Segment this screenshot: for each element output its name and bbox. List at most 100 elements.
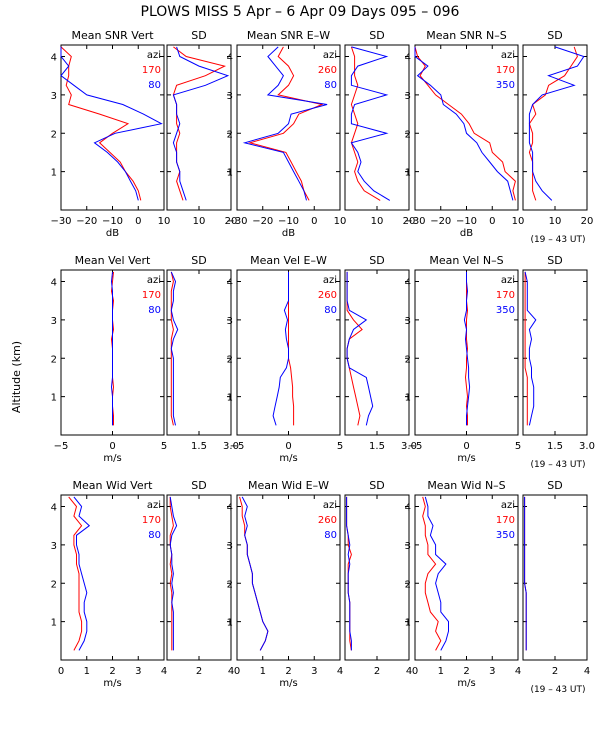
legend-heading: azi [323, 275, 337, 286]
series-line-blue-80 [73, 496, 91, 651]
x-axis-label: m/s [103, 453, 121, 464]
x-tick-label: 2 [374, 666, 380, 677]
x-tick-label: 5 [161, 441, 167, 452]
x-axis-label: m/s [457, 453, 475, 464]
y-tick-label: 3 [405, 91, 411, 102]
x-tick-label: 4 [337, 666, 343, 677]
series-line-blue-80 [170, 271, 179, 426]
x-tick-label: 1 [438, 666, 444, 677]
figure-title: PLOWS MISS 5 Apr – 6 Apr 09 Days 095 – 0… [141, 4, 460, 20]
series-line-blue-350 [528, 46, 585, 201]
y-tick-label: 1 [227, 168, 233, 179]
legend-entry-blue: 80 [324, 305, 337, 316]
x-tick-label: −20 [76, 216, 97, 227]
x-tick-label: 3 [489, 666, 495, 677]
y-tick-label: 4 [227, 278, 233, 289]
x-tick-label: 10 [334, 216, 347, 227]
x-tick-label: 10 [512, 216, 525, 227]
panel-snr-6: SD 10 20 [522, 29, 594, 227]
series-line-red-260 [346, 271, 363, 426]
x-tick-label: 4 [584, 666, 590, 677]
x-tick-label: 10 [371, 216, 384, 227]
y-axis-label: Altitude (km) [10, 341, 23, 413]
plot-frame [166, 269, 232, 436]
series-line-blue-80 [242, 46, 328, 201]
y-tick-label: 1 [405, 618, 411, 629]
panel-snr-5: Mean SNR N–S 1 2 3 4 −30 −20 −10 0 10 dB azi 170 350 [404, 29, 524, 239]
series-line-red-170 [528, 46, 578, 201]
series-line-red-170 [172, 46, 227, 201]
series-line-blue-80 [169, 496, 178, 651]
plot-frame [166, 494, 232, 661]
series-line-blue-350 [524, 496, 527, 651]
series-line-red-260 [239, 496, 269, 651]
legend-heading: azi [147, 500, 161, 511]
panel-snr-3: Mean SNR E–W 1 2 3 4 −30 −20 −10 0 10 dB azi 260 80 [226, 29, 346, 239]
plot-frame [522, 494, 588, 661]
x-tick-label: 4 [161, 666, 167, 677]
panel-vel-3: Mean Vel E–W 1 2 3 4 −5 0 5 m/s azi 260 80 [227, 254, 344, 464]
x-axis-label: dB [282, 228, 295, 239]
y-tick-label: 3 [405, 316, 411, 327]
legend-entry-blue: 80 [148, 80, 161, 91]
legend-heading: azi [323, 500, 337, 511]
series-line-blue-350 [524, 271, 537, 426]
series-line-blue-80 [60, 46, 163, 201]
x-tick-label: 3.0 [579, 441, 595, 452]
series-line-blue-80 [172, 46, 230, 201]
x-tick-label: 10 [193, 216, 206, 227]
legend-heading: azi [323, 50, 337, 61]
x-tick-label: 2 [109, 666, 115, 677]
legend-heading: azi [501, 50, 515, 61]
y-tick-label: 2 [51, 354, 57, 365]
panel-title: SD [369, 479, 384, 492]
legend-entry-red: 170 [496, 65, 515, 76]
legend-heading: azi [501, 275, 515, 286]
panel-title: SD [369, 29, 384, 42]
y-tick-label: 1 [405, 168, 411, 179]
y-tick-label: 1 [51, 618, 57, 629]
x-tick-label: 0 [135, 216, 141, 227]
y-tick-label: 1 [51, 168, 57, 179]
y-tick-label: 4 [405, 278, 411, 289]
series-line-blue-80 [272, 271, 289, 426]
panel-wid-6: SD 2 4 [522, 479, 590, 677]
x-tick-label: 10 [549, 216, 562, 227]
legend-heading: azi [147, 275, 161, 286]
panel-title: SD [191, 254, 206, 267]
y-tick-label: 3 [51, 541, 57, 552]
legend-heading: azi [147, 50, 161, 61]
x-tick-label: −10 [278, 216, 299, 227]
ut-range-label: (19 – 43 UT) [530, 685, 585, 695]
x-tick-label: 0 [234, 666, 240, 677]
x-tick-label: 1.5 [369, 441, 385, 452]
series-line-blue-350 [414, 46, 514, 201]
y-tick-label: 4 [51, 278, 57, 289]
y-tick-label: 2 [227, 354, 233, 365]
x-tick-label: −5 [230, 441, 245, 452]
x-tick-label: −5 [54, 441, 69, 452]
series-line-red-260 [346, 496, 352, 651]
series-line-blue-80 [110, 271, 113, 426]
x-tick-label: 20 [581, 216, 594, 227]
panel-wid-1: Mean Wid Vert 1 2 3 4 0 1 2 3 4 m/s azi 170 80 [51, 479, 168, 689]
panel-title: SD [547, 479, 562, 492]
panel-title: Mean SNR E–W [247, 29, 330, 42]
y-tick-label: 3 [227, 316, 233, 327]
panel-vel-6: SD 1.5 3.0 [522, 254, 595, 452]
series-line-blue-350 [424, 496, 449, 651]
legend-entry-blue: 350 [496, 305, 515, 316]
x-tick-label: 0 [311, 216, 317, 227]
x-tick-label: −30 [226, 216, 247, 227]
x-tick-label: 4 [515, 666, 521, 677]
series-line-red-260 [350, 46, 381, 201]
legend-entry-blue: 80 [148, 305, 161, 316]
y-tick-label: 2 [405, 129, 411, 140]
series-line-red-170 [414, 46, 516, 201]
plot-frame [344, 494, 410, 661]
series-line-red-170 [68, 496, 83, 651]
x-tick-label: −20 [252, 216, 273, 227]
y-tick-label: 3 [405, 541, 411, 552]
